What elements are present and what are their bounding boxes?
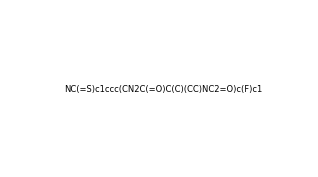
Text: NC(=S)c1ccc(CN2C(=O)C(C)(CC)NC2=O)c(F)c1: NC(=S)c1ccc(CN2C(=O)C(C)(CC)NC2=O)c(F)c1	[64, 85, 262, 94]
